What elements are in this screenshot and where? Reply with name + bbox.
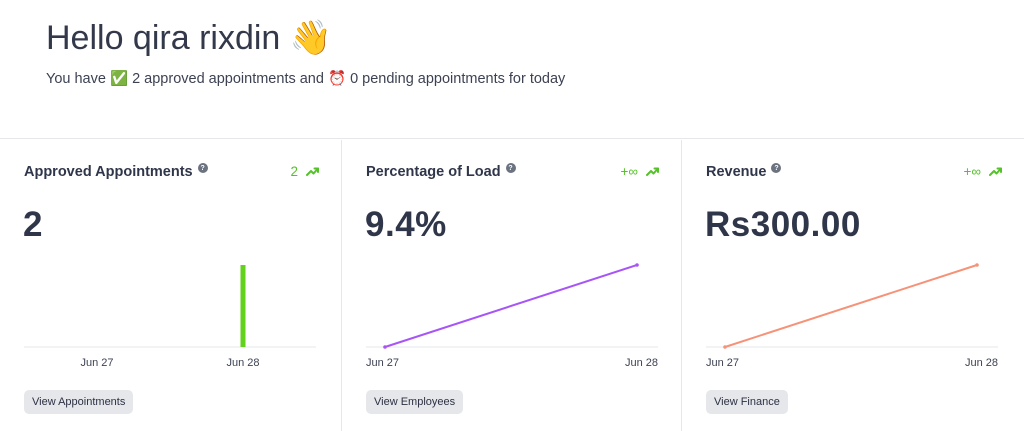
x-tick-label: Jun 27 [80, 357, 113, 369]
revenue-card: Revenue ? +∞ Rs300.00 Jun 27 Jun 28 View … [681, 140, 1024, 431]
data-point-jun-27 [383, 345, 387, 349]
x-tick-label: Jun 28 [226, 357, 259, 369]
approved-count: 2 [132, 71, 141, 87]
greeting-header: Hello qira rixdin 👋 You have ✅ 2 approve… [0, 0, 1024, 139]
card-title: Approved Appointments ? [24, 163, 208, 180]
summary-middle: approved appointments and ⏰ [140, 71, 351, 87]
card-title: Percentage of Load ? [366, 163, 516, 180]
x-tick-label: Jun 27 [366, 357, 399, 369]
data-point-jun-27 [723, 345, 727, 349]
line-chart-svg: Jun 27 Jun 28 [706, 263, 998, 369]
appointments-summary: You have ✅ 2 approved appointments and ⏰… [46, 70, 565, 87]
approved-appointments-card: Approved Appointments ? 2 2 Jun 27 Jun 28… [0, 140, 341, 431]
view-finance-button[interactable]: View Finance [706, 390, 788, 414]
stats-cards: Approved Appointments ? 2 2 Jun 27 Jun 28… [0, 140, 1024, 431]
question-circle-icon[interactable]: ? [505, 163, 516, 173]
trend-value: +∞ [963, 164, 981, 179]
approved-appointments-chart: Jun 27 Jun 28 [0, 250, 340, 375]
card-title: Revenue ? [706, 163, 782, 180]
x-tick-label: Jun 28 [965, 357, 998, 369]
bar-chart-svg: Jun 27 Jun 28 [24, 265, 316, 369]
view-employees-button[interactable]: View Employees [366, 390, 464, 414]
trend-indicator: 2 [290, 164, 319, 179]
x-tick-label: Jun 27 [706, 357, 739, 369]
trend-up-icon [989, 167, 1002, 176]
trend-up-icon [306, 167, 319, 176]
revenue-chart: Jun 27 Jun 28 [682, 250, 1022, 375]
bar-jun-28 [240, 265, 246, 347]
series-line [384, 264, 638, 348]
card-title-text: Percentage of Load [366, 164, 501, 180]
trend-indicator: +∞ [963, 164, 1002, 179]
metric-value: Rs300.00 [705, 205, 861, 244]
metric-value: 9.4% [365, 205, 447, 244]
series-line [724, 264, 978, 348]
percentage-of-load-chart: Jun 27 Jun 28 [342, 250, 682, 375]
data-point-jun-28 [635, 263, 639, 267]
x-tick-label: Jun 28 [625, 357, 658, 369]
trend-up-icon [646, 167, 659, 176]
card-title-text: Approved Appointments [24, 164, 193, 180]
metric-value: 2 [23, 205, 43, 244]
question-circle-icon[interactable]: ? [197, 163, 208, 173]
line-chart-svg: Jun 27 Jun 28 [366, 263, 658, 369]
greeting-title: Hello qira rixdin 👋 [46, 19, 333, 57]
view-appointments-button[interactable]: View Appointments [24, 390, 134, 414]
pending-count: 0 [350, 71, 359, 87]
percentage-of-load-card: Percentage of Load ? +∞ 9.4% Jun 27 Jun 2… [341, 140, 681, 431]
trend-indicator: +∞ [620, 164, 659, 179]
summary-prefix: You have ✅ [46, 71, 133, 87]
question-circle-icon[interactable]: ? [771, 163, 782, 173]
data-point-jun-28 [975, 263, 979, 267]
summary-suffix: pending appointments for today [358, 71, 566, 87]
trend-value: +∞ [620, 164, 638, 179]
card-title-text: Revenue [706, 164, 767, 180]
trend-value: 2 [290, 164, 298, 179]
